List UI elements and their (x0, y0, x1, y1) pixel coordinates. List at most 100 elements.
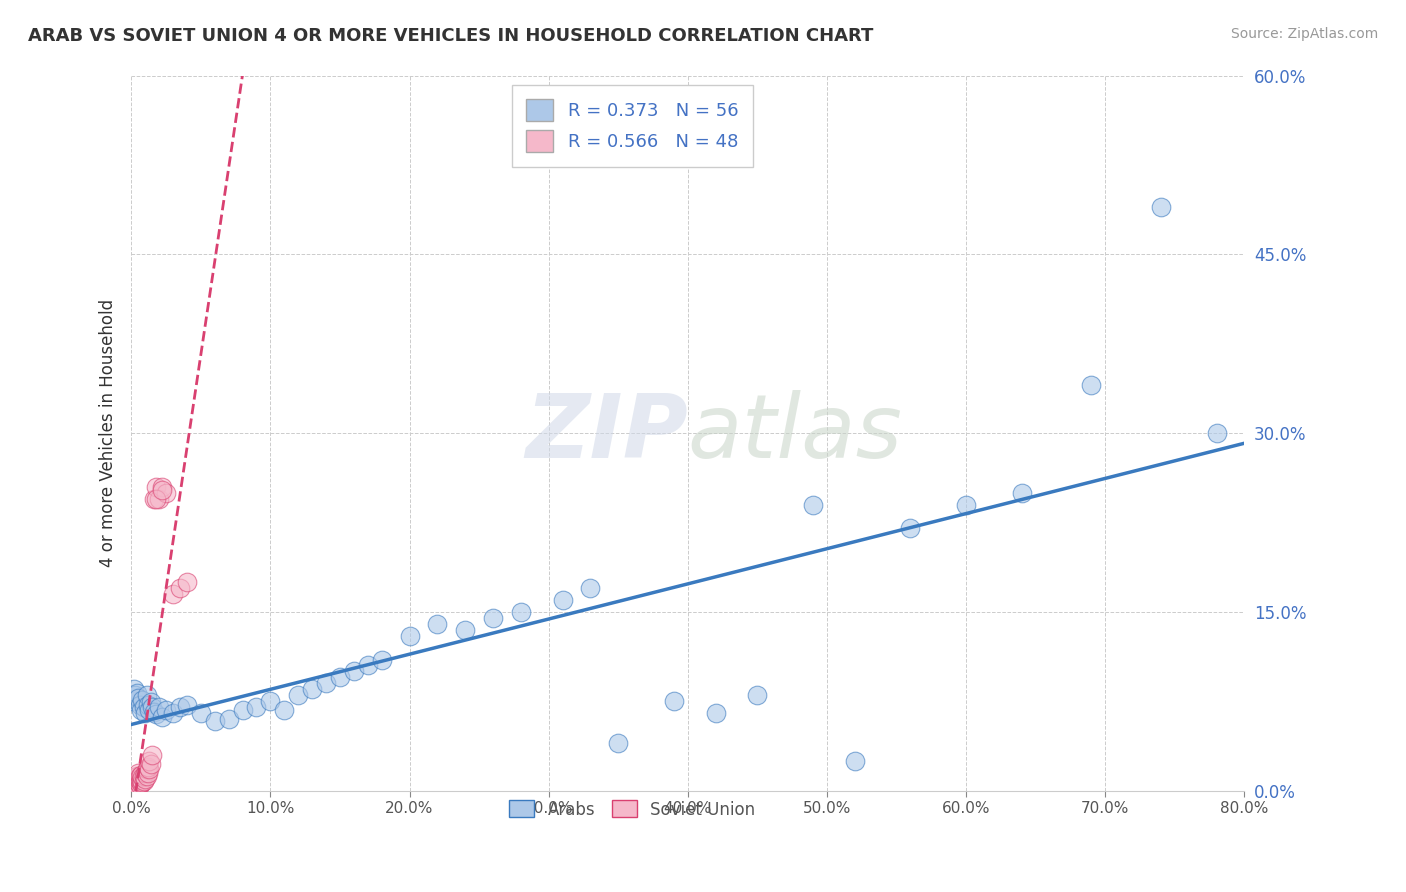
Point (232, 702, 254, 716)
Point (176, 575, 198, 590)
Text: atlas: atlas (688, 390, 903, 476)
Point (607, 736, 630, 750)
Point (132, 769, 155, 783)
Text: Source: ZipAtlas.com: Source: ZipAtlas.com (1230, 27, 1378, 41)
Point (124, 779, 146, 793)
Point (127, 775, 149, 789)
Point (134, 706, 156, 720)
Point (1205, 425, 1227, 440)
Point (579, 581, 602, 595)
Point (1150, 200, 1173, 214)
Point (662, 694, 685, 708)
Point (127, 779, 149, 793)
Point (121, 694, 143, 708)
Point (122, 682, 145, 697)
Point (125, 774, 148, 789)
Point (900, 521, 922, 535)
Point (176, 698, 198, 712)
Point (357, 658, 380, 673)
Point (301, 682, 323, 697)
Point (129, 768, 152, 782)
Point (121, 783, 143, 797)
Point (844, 754, 866, 768)
Point (124, 688, 146, 702)
Point (509, 605, 531, 619)
Point (131, 771, 153, 785)
Point (218, 712, 240, 726)
Y-axis label: 4 or more Vehicles in Household: 4 or more Vehicles in Household (100, 299, 117, 567)
Point (128, 769, 150, 783)
Point (287, 688, 309, 702)
Point (315, 676, 337, 690)
Point (125, 686, 148, 700)
Point (398, 629, 420, 643)
Point (245, 700, 267, 714)
Point (150, 709, 173, 723)
Point (145, 491, 167, 506)
Point (138, 754, 160, 768)
Point (955, 498, 977, 512)
Point (1080, 378, 1102, 392)
Point (128, 778, 150, 792)
Point (127, 772, 149, 786)
Point (136, 698, 159, 712)
Point (124, 775, 146, 789)
Point (155, 485, 177, 500)
Point (132, 774, 155, 789)
Point (122, 782, 145, 797)
Point (551, 593, 574, 607)
Point (141, 700, 163, 714)
Point (129, 772, 152, 787)
Point (138, 702, 160, 716)
Point (454, 623, 477, 637)
Point (148, 491, 170, 506)
Point (139, 757, 162, 772)
Point (128, 774, 150, 789)
Point (129, 776, 152, 790)
Point (138, 762, 160, 776)
Point (135, 762, 157, 776)
Point (139, 695, 162, 709)
Point (801, 498, 824, 512)
Point (145, 707, 167, 722)
Text: ZIP: ZIP (524, 390, 688, 476)
Point (259, 694, 281, 708)
Point (135, 769, 157, 783)
Point (121, 781, 143, 796)
Point (136, 760, 159, 774)
Point (747, 688, 769, 702)
Point (162, 706, 184, 720)
Point (121, 778, 143, 792)
Point (142, 491, 165, 506)
Point (1011, 485, 1033, 500)
Point (125, 769, 148, 783)
Point (122, 776, 145, 790)
Point (329, 670, 352, 684)
Point (145, 480, 167, 494)
Point (141, 747, 163, 762)
Point (124, 781, 146, 796)
Point (129, 702, 152, 716)
Point (125, 778, 148, 792)
Point (150, 480, 173, 494)
Point (131, 775, 153, 789)
Point (135, 688, 157, 702)
Point (148, 700, 170, 714)
Point (127, 765, 149, 780)
Point (142, 705, 165, 719)
Point (134, 765, 156, 780)
Point (343, 665, 366, 679)
Point (132, 700, 155, 714)
Point (190, 706, 212, 720)
Point (136, 765, 159, 780)
Point (169, 700, 191, 714)
Point (155, 702, 177, 716)
Point (150, 483, 173, 498)
Legend: Arabs, Soviet Union: Arabs, Soviet Union (502, 794, 762, 825)
Text: ARAB VS SOVIET UNION 4 OR MORE VEHICLES IN HOUSEHOLD CORRELATION CHART: ARAB VS SOVIET UNION 4 OR MORE VEHICLES … (28, 27, 873, 45)
Point (370, 652, 392, 666)
Point (426, 616, 449, 631)
Point (131, 693, 153, 707)
Point (127, 690, 149, 705)
Point (124, 772, 146, 786)
